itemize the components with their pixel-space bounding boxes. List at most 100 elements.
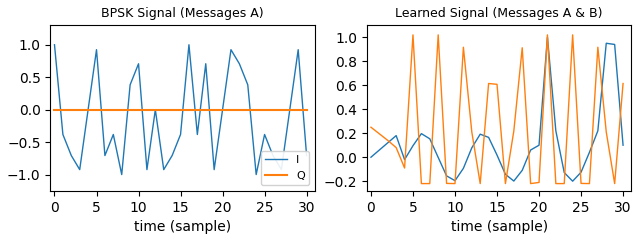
I (376, 148, 383, 151)
Q (244, 108, 252, 111)
Q (443, 182, 451, 185)
I (193, 133, 201, 136)
I (527, 149, 534, 152)
I (252, 173, 260, 176)
Q (602, 130, 610, 133)
Q (118, 108, 125, 111)
I (443, 174, 451, 177)
I (118, 173, 125, 176)
Q (160, 108, 168, 111)
Q (227, 108, 235, 111)
I (535, 144, 543, 147)
Q (577, 182, 585, 185)
I (177, 133, 184, 136)
Q (417, 182, 425, 185)
Q (202, 108, 209, 111)
Q (476, 182, 484, 185)
I (417, 132, 425, 135)
Q (620, 82, 627, 85)
I (294, 48, 302, 51)
I (303, 154, 310, 157)
Q (152, 108, 159, 111)
Q (76, 108, 84, 111)
Title: Learned Signal (Messages A & B): Learned Signal (Messages A & B) (396, 7, 603, 20)
Q (586, 182, 593, 185)
I (594, 129, 602, 132)
Q (303, 108, 310, 111)
I (460, 167, 467, 170)
Q (193, 108, 201, 111)
I (409, 144, 417, 147)
I (620, 144, 627, 147)
Q (426, 182, 434, 185)
I (134, 62, 142, 65)
Q (527, 182, 534, 185)
Q (611, 182, 618, 185)
I (152, 108, 159, 111)
Q (435, 33, 442, 36)
Q (409, 33, 417, 36)
I (51, 43, 58, 46)
I (602, 42, 610, 45)
I (569, 180, 577, 183)
I (227, 48, 235, 51)
I (260, 133, 268, 136)
Q (594, 46, 602, 49)
I (143, 168, 151, 171)
I (552, 129, 559, 132)
I (93, 48, 100, 51)
I (126, 83, 134, 86)
Q (561, 182, 568, 185)
Q (518, 46, 526, 49)
Q (401, 167, 408, 169)
I (611, 43, 618, 46)
I (476, 133, 484, 136)
I (367, 156, 375, 159)
Q (569, 33, 577, 36)
I (59, 133, 67, 136)
Q (468, 130, 476, 133)
Line: I: I (371, 37, 623, 181)
I (286, 108, 294, 111)
Line: Q: Q (371, 35, 623, 184)
Q (252, 108, 260, 111)
I (101, 154, 109, 157)
Q (236, 108, 243, 111)
X-axis label: time (sample): time (sample) (451, 220, 548, 234)
Q (219, 108, 227, 111)
I (236, 62, 243, 65)
Q (134, 108, 142, 111)
I (278, 168, 285, 171)
Q (552, 182, 559, 185)
Q (502, 182, 509, 185)
Legend: I, Q: I, Q (260, 151, 310, 185)
Q (51, 108, 58, 111)
I (67, 154, 75, 157)
I (211, 168, 218, 171)
Q (185, 108, 193, 111)
Title: BPSK Signal (Messages A): BPSK Signal (Messages A) (101, 7, 264, 20)
I (451, 179, 459, 182)
I (202, 62, 209, 65)
I (384, 141, 392, 144)
Q (484, 82, 492, 85)
I (401, 158, 408, 161)
Q (101, 108, 109, 111)
I (168, 154, 176, 157)
Q (294, 108, 302, 111)
I (468, 146, 476, 149)
I (543, 36, 551, 39)
Q (535, 181, 543, 184)
I (518, 169, 526, 172)
I (160, 168, 168, 171)
Q (84, 108, 92, 111)
X-axis label: time (sample): time (sample) (134, 220, 231, 234)
Q (493, 83, 501, 86)
Q (460, 46, 467, 49)
I (435, 156, 442, 159)
Q (286, 108, 294, 111)
I (510, 180, 518, 182)
Q (367, 126, 375, 129)
I (577, 171, 585, 174)
I (269, 154, 277, 157)
